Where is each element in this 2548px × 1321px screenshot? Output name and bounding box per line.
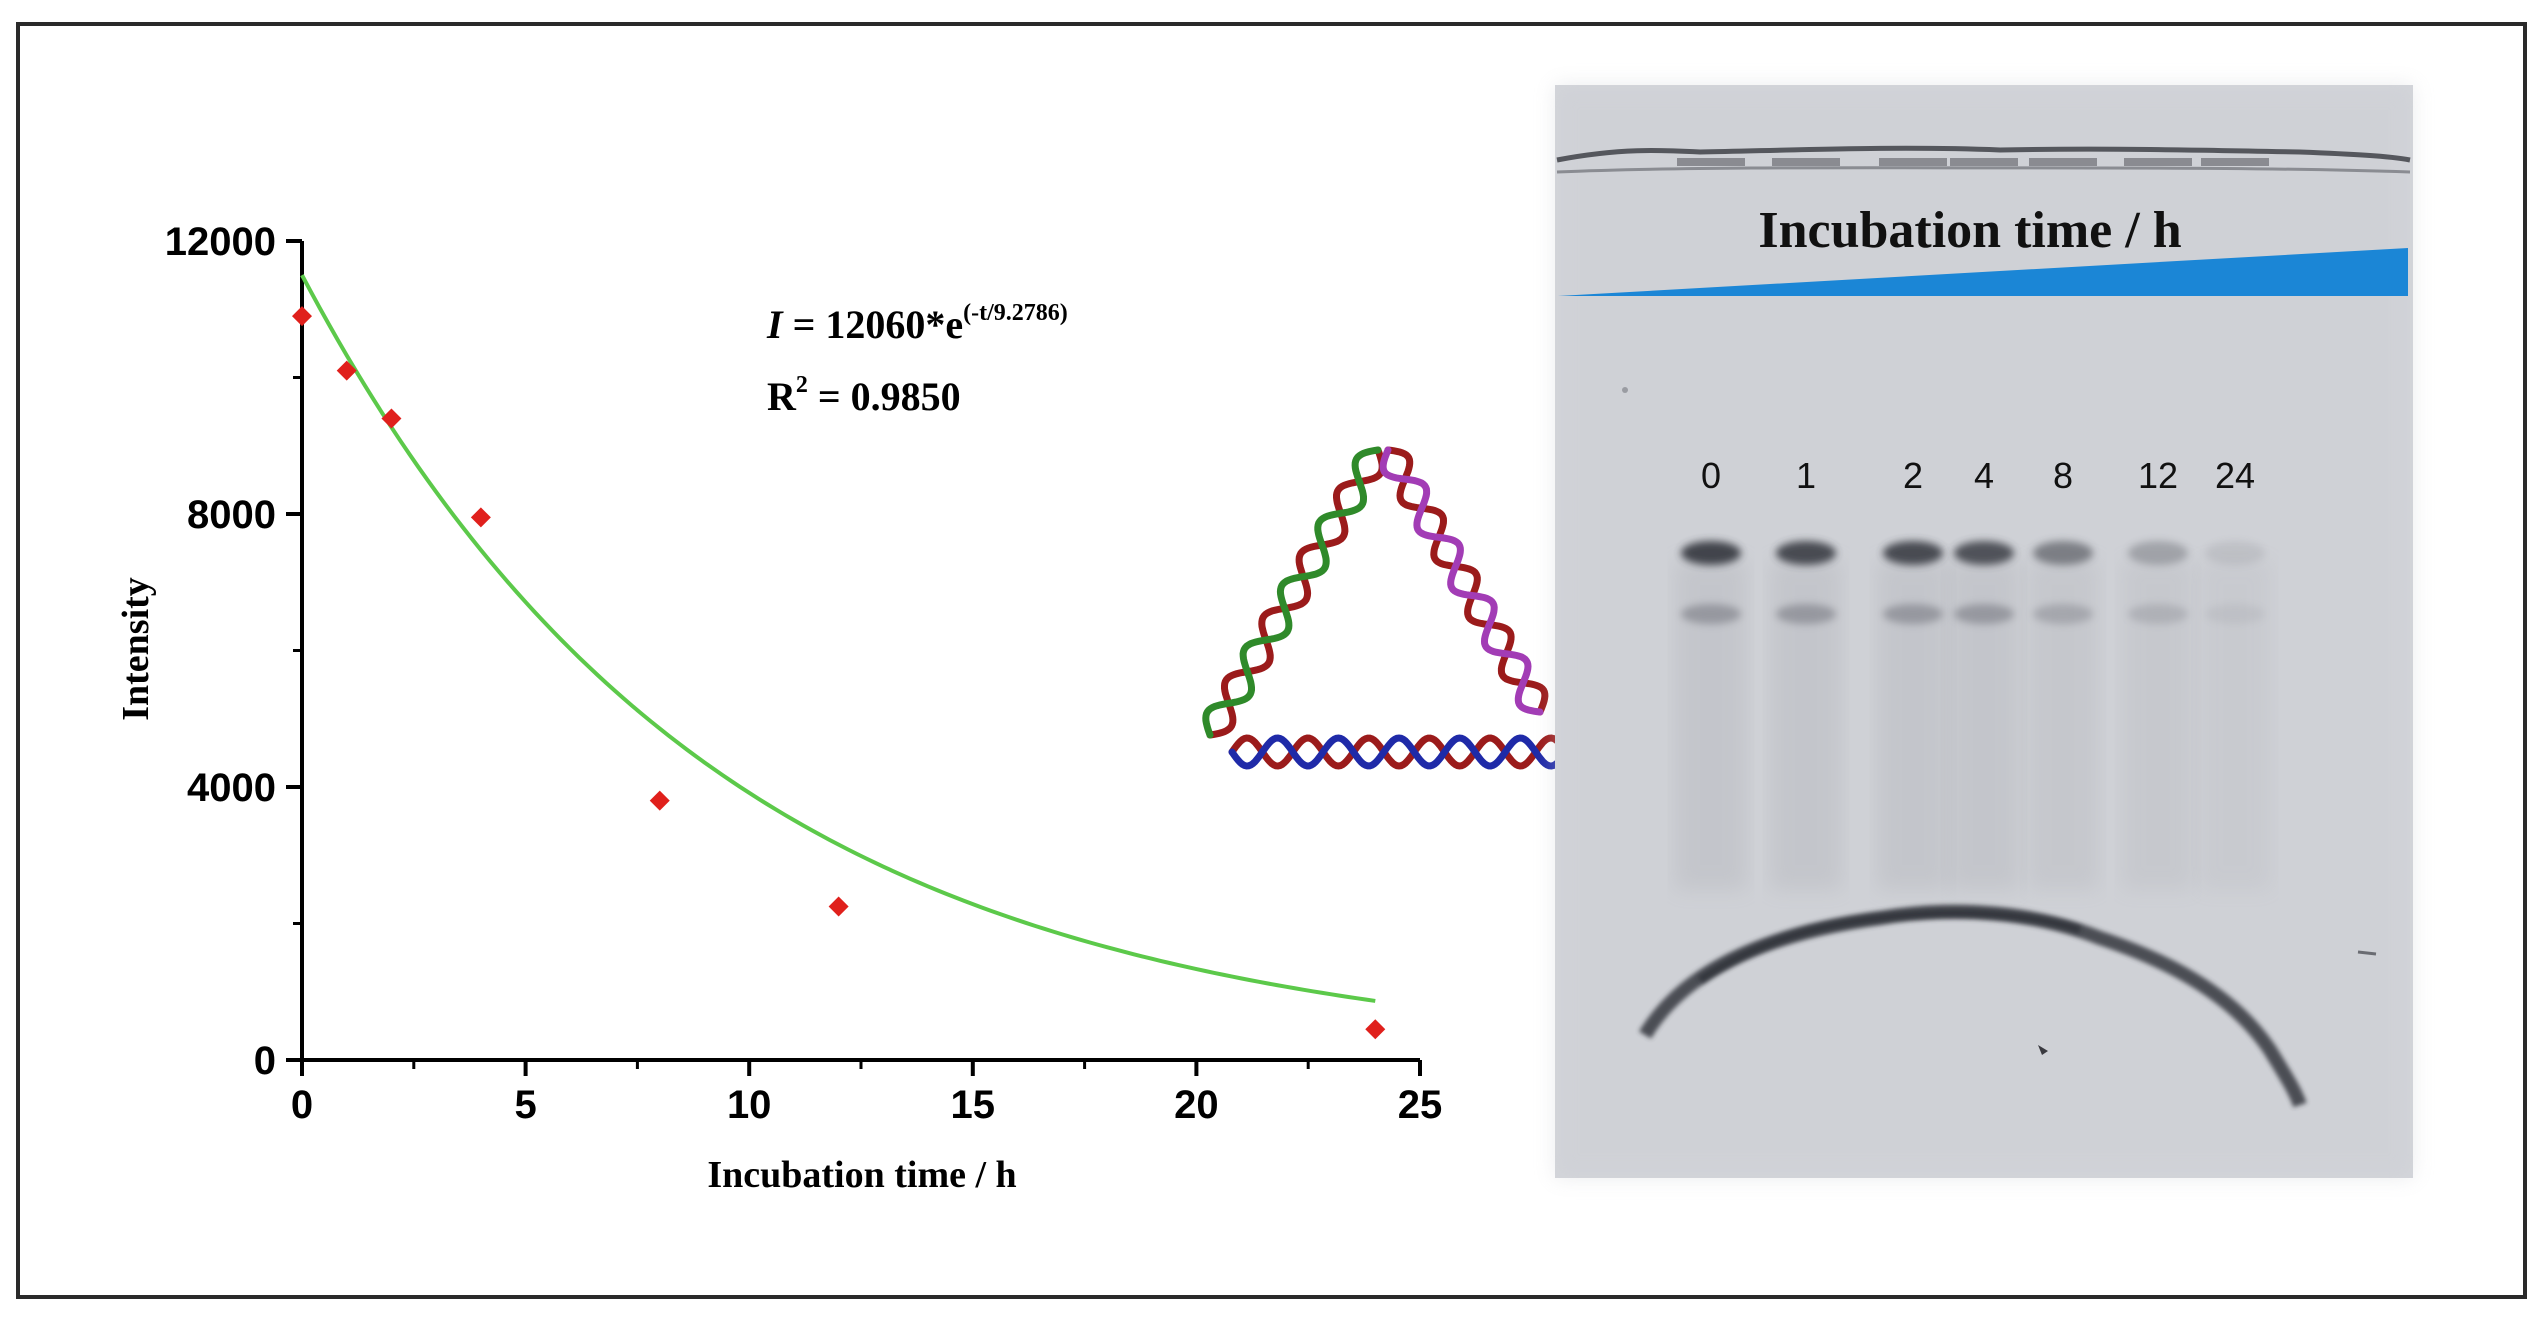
gel-speck bbox=[2038, 1045, 2048, 1055]
data-point bbox=[1365, 1019, 1386, 1040]
dna-strand bbox=[1379, 446, 1544, 716]
upper-band bbox=[1883, 541, 1943, 565]
gel-well bbox=[2201, 158, 2269, 166]
y-axis-ticks: 0 4000 8000 12000 bbox=[165, 220, 302, 1083]
incubation-time-wedge bbox=[1558, 248, 2408, 296]
dna-strand bbox=[1206, 446, 1386, 739]
lower-band bbox=[2128, 604, 2188, 624]
dna-triangle-illustration bbox=[1202, 446, 1570, 770]
x-tick-label: 5 bbox=[514, 1083, 536, 1127]
dna-strand bbox=[1384, 446, 1549, 716]
lane-label: 1 bbox=[1796, 455, 1816, 496]
dna-strand bbox=[1228, 734, 1570, 770]
upper-band bbox=[1954, 541, 2014, 565]
lane-label: 0 bbox=[1701, 455, 1721, 496]
gel-well bbox=[1677, 158, 1745, 166]
gel-well bbox=[2124, 158, 2192, 166]
data-point bbox=[381, 408, 402, 429]
equation-exponent: (-t/9.2786) bbox=[963, 300, 1068, 326]
lower-band bbox=[1883, 604, 1943, 624]
gel-wells bbox=[1677, 158, 2269, 166]
equation-line: I = 12060*e(-t/9.2786) bbox=[766, 300, 1068, 347]
gel-image: Incubation time / h 0 1 2 4 8 12 24 bbox=[1555, 85, 2413, 1178]
lane-label: 24 bbox=[2215, 455, 2255, 496]
x-tick-label: 0 bbox=[291, 1083, 313, 1127]
dna-strand bbox=[1202, 446, 1382, 739]
gel-well bbox=[2029, 158, 2097, 166]
lower-band bbox=[1776, 604, 1836, 624]
fit-equation: I = 12060*e(-t/9.2786) R2 = 0.9850 bbox=[766, 300, 1068, 419]
r-squared-sup: 2 bbox=[796, 372, 808, 398]
y-axis-title: Intensity bbox=[115, 577, 157, 721]
r-squared-prefix: R bbox=[767, 374, 797, 419]
x-axis-title: Incubation time / h bbox=[707, 1154, 1016, 1196]
lane-label: 12 bbox=[2138, 455, 2178, 496]
y-tick-label: 8000 bbox=[187, 493, 276, 537]
data-point bbox=[336, 360, 357, 381]
equation-lhs: I bbox=[766, 302, 784, 347]
fit-curve bbox=[300, 274, 1376, 1003]
lower-band bbox=[2033, 604, 2093, 624]
upper-band bbox=[1776, 541, 1836, 565]
gel-top-edge-2 bbox=[1556, 166, 2411, 174]
x-axis-ticks: 0 5 10 15 20 25 bbox=[291, 1060, 1442, 1127]
lane-label: 8 bbox=[2053, 455, 2073, 496]
gel-speck-3 bbox=[1622, 387, 1628, 393]
y-tick-label: 0 bbox=[254, 1039, 276, 1083]
equation-body: = 12060*e bbox=[783, 302, 964, 347]
x-tick-label: 15 bbox=[951, 1083, 996, 1127]
r-squared-value: = 0.9850 bbox=[808, 374, 961, 419]
data-point bbox=[649, 790, 670, 811]
gel-speck-2 bbox=[2357, 950, 2377, 956]
r-squared: R2 = 0.9850 bbox=[767, 372, 961, 419]
data-point bbox=[292, 306, 312, 327]
x-tick-label: 20 bbox=[1174, 1083, 1219, 1127]
upper-band bbox=[1681, 541, 1741, 565]
lower-band bbox=[1954, 604, 2014, 624]
data-points bbox=[292, 306, 1386, 1040]
lane-label: 2 bbox=[1903, 455, 1923, 496]
buffer-front-arc-inner bbox=[1697, 909, 2082, 984]
upper-band bbox=[2128, 541, 2188, 565]
upper-bands bbox=[1681, 541, 2265, 565]
y-tick-label: 4000 bbox=[187, 766, 276, 810]
lower-band bbox=[1681, 604, 1741, 624]
lower-band bbox=[2205, 604, 2265, 624]
gel-well bbox=[1879, 158, 1947, 166]
x-tick-label: 25 bbox=[1398, 1083, 1443, 1127]
gel-title: Incubation time / h bbox=[1758, 202, 2181, 259]
dna-strand bbox=[1228, 734, 1570, 770]
lower-bands bbox=[1681, 604, 2265, 624]
upper-band bbox=[2205, 541, 2265, 565]
upper-band bbox=[2033, 541, 2093, 565]
x-tick-label: 10 bbox=[727, 1083, 772, 1127]
decay-chart: 0 5 10 15 20 25 0 4000 8000 12000 Incubation tim… bbox=[115, 220, 1442, 1196]
gel-well bbox=[1950, 158, 2018, 166]
data-point bbox=[470, 507, 491, 528]
lane-label: 4 bbox=[1974, 455, 1994, 496]
gel-well bbox=[1772, 158, 1840, 166]
gel-top-edge bbox=[1556, 145, 2411, 163]
y-tick-label: 12000 bbox=[165, 220, 276, 264]
data-point bbox=[828, 896, 849, 917]
lane-labels: 0 1 2 4 8 12 24 bbox=[1701, 455, 2255, 496]
